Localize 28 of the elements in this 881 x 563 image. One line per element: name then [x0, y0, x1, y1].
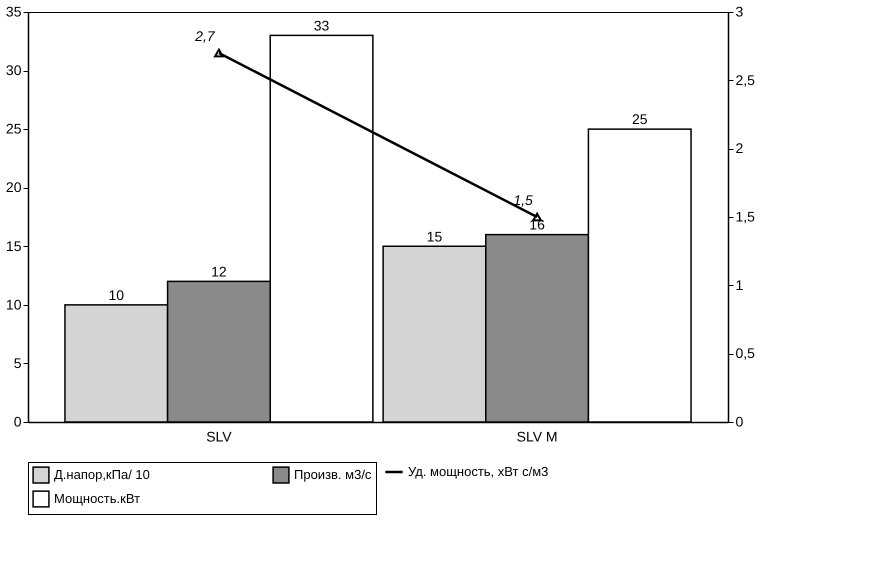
y2-tick-label: 3 [736, 4, 744, 20]
y-tick-label: 25 [6, 120, 22, 137]
data-label: 33 [314, 17, 330, 34]
y2-tick-label: 2 [736, 140, 744, 156]
y2-tick-label: 1 [736, 276, 744, 293]
y-tick-label: 30 [6, 62, 22, 78]
legend-label: Произв. м3/с [294, 467, 372, 482]
y-tick-label: 15 [6, 238, 22, 254]
data-label: 25 [632, 111, 648, 128]
legend-label: Мощность.кВт [54, 491, 140, 506]
x-tick-label: SLV M [516, 428, 558, 444]
y2-tick-label: 0 [736, 414, 744, 430]
y2-tick-label: 1,5 [736, 208, 756, 224]
y-tick-label: 10 [6, 296, 22, 312]
y-tick-label: 35 [6, 4, 22, 20]
legend-label: Д.напор,кПа/ 10 [54, 467, 150, 482]
x-tick-label: SLV [206, 428, 232, 444]
y-tick-label: 5 [14, 354, 22, 371]
y2-tick-label: 0,5 [736, 345, 756, 362]
y-tick-label: 20 [6, 179, 22, 196]
legend-label: Уд. мощность, хВт с/м3 [408, 464, 548, 479]
data-label: 1,5 [513, 192, 534, 208]
data-label: 12 [211, 263, 227, 280]
y-tick-label: 0 [14, 414, 22, 430]
data-label: 2,7 [194, 28, 216, 44]
data-label: 10 [108, 286, 124, 303]
y2-tick-label: 2,5 [736, 72, 756, 88]
data-label: 15 [426, 228, 442, 244]
